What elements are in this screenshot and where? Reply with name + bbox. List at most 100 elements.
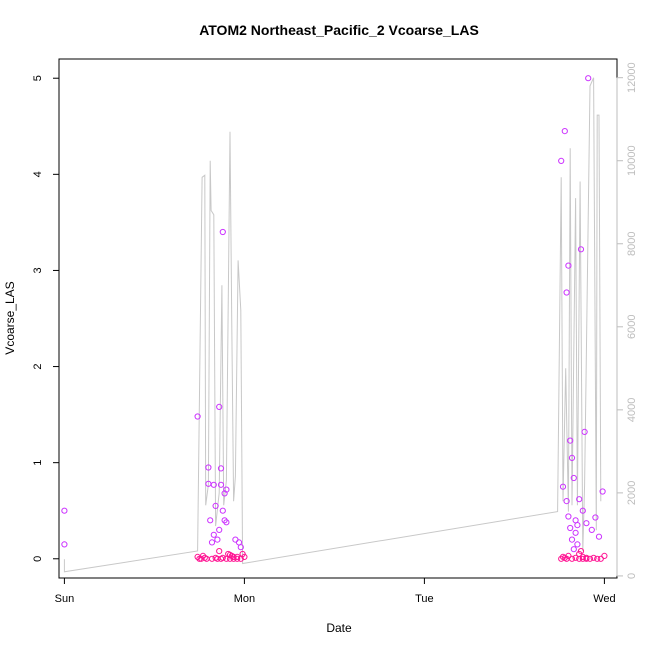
- data-point: [221, 517, 228, 524]
- data-point: [212, 502, 219, 509]
- y-tick-label: 3: [32, 267, 44, 273]
- data-point: [216, 526, 223, 534]
- data-point: [203, 555, 210, 562]
- data-point: [194, 413, 201, 420]
- data-points: [61, 75, 608, 562]
- data-point: [219, 228, 226, 236]
- x-tick-label: Mon: [234, 593, 255, 605]
- data-point: [223, 486, 230, 493]
- data-point: [574, 541, 581, 548]
- data-point: [570, 474, 577, 482]
- data-point: [223, 519, 230, 526]
- data-point: [567, 437, 574, 444]
- data-point: [234, 555, 241, 562]
- data-point: [594, 555, 601, 562]
- data-point: [583, 520, 590, 527]
- y-axis-right: 0 2000 4000 6000 8000 10000 12000: [616, 62, 638, 579]
- plot-frame: [58, 58, 618, 579]
- data-point: [568, 454, 576, 461]
- data-point: [585, 75, 592, 82]
- y-axis-left: 0 1 2 3 4 5: [32, 75, 60, 562]
- data-point: [219, 554, 226, 561]
- y-right-tick-label: 4000: [626, 398, 638, 422]
- data-point: [579, 555, 586, 562]
- x-axis: Sun Mon Tue Wed: [55, 577, 616, 605]
- data-point: [577, 548, 585, 555]
- data-point: [230, 553, 237, 561]
- data-point: [208, 539, 216, 546]
- y-axis-label: Vcoarse_LAS: [3, 281, 17, 354]
- data-point: [234, 553, 241, 561]
- data-point: [207, 517, 214, 524]
- data-point: [563, 498, 570, 505]
- data-point: [568, 536, 576, 543]
- data-point: [217, 465, 225, 472]
- data-point: [576, 555, 583, 562]
- y-tick-label: 0: [32, 556, 44, 562]
- data-point: [237, 544, 244, 551]
- data-point: [595, 533, 603, 540]
- data-point: [583, 555, 590, 562]
- data-point: [570, 546, 577, 553]
- data-point: [572, 529, 579, 536]
- data-point: [568, 555, 576, 562]
- y-right-tick-label: 2000: [626, 481, 638, 505]
- data-point: [561, 128, 568, 135]
- chart-title: ATOM2 Northeast_Pacific_2 Vcoarse_LAS: [199, 22, 479, 38]
- data-point: [588, 526, 595, 534]
- data-point: [237, 555, 244, 562]
- data-point: [210, 481, 217, 488]
- data-point: [592, 514, 599, 521]
- data-point: [572, 554, 579, 561]
- data-point: [205, 464, 212, 471]
- y-right-tick-label: 0: [626, 573, 638, 579]
- data-point: [61, 507, 68, 514]
- y-right-tick-label: 8000: [626, 232, 638, 256]
- data-point: [599, 488, 606, 495]
- data-point: [208, 555, 216, 562]
- data-point: [567, 524, 574, 532]
- data-point: [590, 554, 597, 561]
- data-point: [581, 428, 588, 435]
- data-point: [563, 289, 570, 296]
- x-tick-label: Tue: [415, 593, 434, 605]
- data-point: [597, 555, 604, 562]
- y-right-tick-label: 6000: [626, 315, 638, 339]
- data-point: [196, 555, 203, 562]
- data-point: [214, 536, 221, 543]
- y-right-tick-label: 10000: [626, 145, 638, 176]
- data-point: [61, 541, 68, 548]
- altitude-series-line: [63, 77, 602, 573]
- altitude-line: [63, 77, 602, 573]
- data-point: [559, 483, 567, 490]
- data-point: [565, 262, 572, 269]
- data-point: [223, 555, 230, 562]
- data-point: [577, 246, 585, 253]
- x-axis-label: Date: [326, 621, 352, 635]
- data-point: [232, 536, 239, 543]
- data-point: [565, 513, 572, 520]
- data-point: [558, 157, 565, 164]
- data-point: [216, 403, 223, 410]
- data-point: [230, 555, 237, 562]
- y-tick-label: 4: [32, 171, 44, 177]
- data-point: [216, 548, 223, 555]
- data-point: [221, 490, 228, 497]
- data-point: [241, 553, 248, 561]
- data-point: [217, 481, 225, 488]
- data-point: [210, 531, 217, 538]
- data-point: [586, 555, 594, 562]
- x-tick-label: Sun: [55, 593, 75, 605]
- data-point: [579, 553, 586, 561]
- y-tick-label: 1: [32, 460, 44, 466]
- x-tick-label: Wed: [593, 593, 615, 605]
- data-point: [226, 555, 234, 562]
- data-point: [576, 496, 583, 503]
- data-point: [601, 552, 608, 560]
- y-right-tick-label: 12000: [626, 62, 638, 93]
- data-point: [219, 507, 226, 514]
- y-tick-label: 2: [32, 363, 44, 369]
- data-point: [579, 507, 586, 514]
- data-point: [572, 517, 579, 524]
